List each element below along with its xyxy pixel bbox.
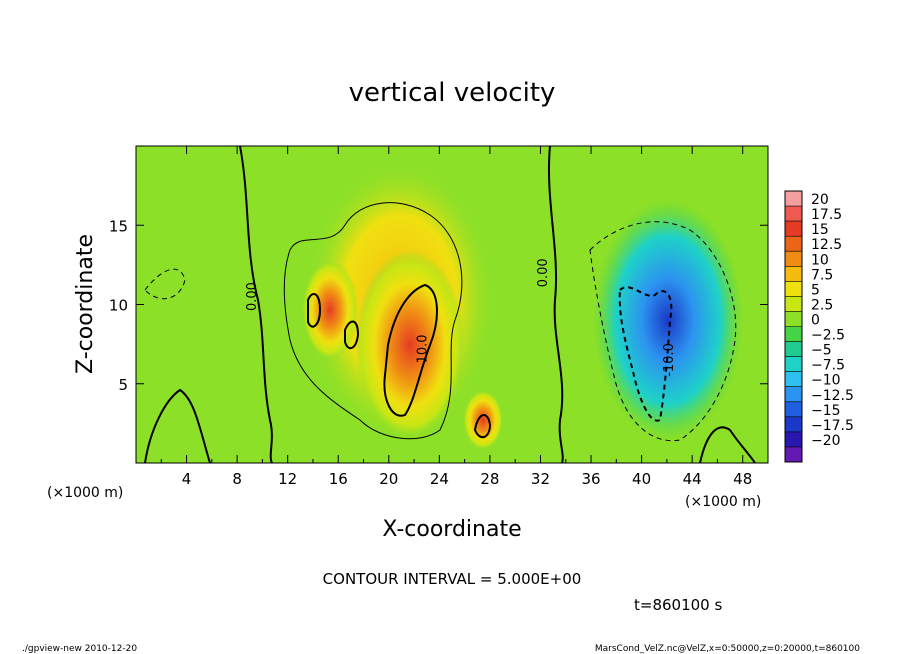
colorbar-level-label: 15 [811,222,829,238]
contour-labels: 0.00 0.00 10.0 -10.0 [245,258,677,376]
x-axis-ticks: 4 8 12 16 20 24 28 32 36 40 44 48 [160,146,752,488]
colorbar-level-label: −12.5 [811,388,854,404]
colorbar-swatch [785,281,802,297]
colorbar-labels: 2017.51512.5107.552.50−2.5−5−7.5−10−12.5… [811,192,854,449]
colorbar-swatch [785,191,802,207]
colorbar-swatch [785,236,802,252]
contour-label: 0.00 [245,282,260,311]
minus-ten-contour [618,286,673,422]
colorbar-level-label: −10 [811,373,841,389]
contour-lines [144,146,756,463]
contour-label: -10.0 [662,343,677,377]
ten-contour-low [473,414,492,439]
five-contour [283,202,463,440]
x-unit-label-left: (×1000 m) [47,485,123,501]
colorbar-swatch [785,266,802,282]
colorbar-level-label: −5 [811,343,832,359]
ten-contour-mid [344,320,360,350]
updraft-core [355,250,465,440]
colorbar-level-label: −2.5 [811,328,845,344]
colorbar-swatch [785,401,802,418]
footer-right: MarsCond_VelZ.nc@VelZ,x=0:50000,z=0:2000… [595,644,860,654]
x-tick-label: 32 [531,470,550,488]
colorbar-swatch [785,311,802,327]
colorbar-swatch [785,356,802,373]
x-tick-label: 16 [329,470,348,488]
colorbar-swatch [785,416,802,433]
colorbar-swatch [785,326,802,343]
y-tick-label: 15 [109,217,128,235]
colorbar-swatch [785,446,802,463]
time-text: t=860100 s [634,596,722,614]
updraft-cell-left [302,260,358,360]
colorbar-level-label: 7.5 [811,267,833,283]
y-tick-label: 5 [118,376,128,394]
x-unit-label-right: (×1000 m) [685,494,761,510]
colorbar-level-label: −15 [811,403,841,419]
colorbar-swatch [785,221,802,237]
ten-contour-main [383,283,438,417]
minus-five-contour-left [144,268,186,300]
colorbar-swatch [785,296,802,312]
colorbar-swatch [785,341,802,358]
colorbar-level-label: −17.5 [811,418,854,434]
colorbar-swatch [785,371,802,388]
x-tick-label: 48 [733,470,752,488]
ten-contour-left [307,293,322,328]
x-tick-label: 20 [379,470,398,488]
colorbar-level-label: 2.5 [811,297,833,313]
colorbar-swatch [785,206,802,222]
chart-title: vertical velocity [349,78,556,108]
colorbar-level-label: 10 [811,252,829,268]
y-axis-label: Z-coordinate [73,234,98,374]
updraft-cell-low [463,390,503,450]
x-tick-label: 24 [430,470,449,488]
colorbar-level-label: 5 [811,282,820,298]
colorbar-level-label: 17.5 [811,207,842,223]
y-axis-ticks: 5 10 15 [109,217,768,394]
colorbar-level-label: −20 [811,433,841,449]
minus-five-contour [589,221,737,442]
contour-interval-text: CONTOUR INTERVAL = 5.000E+00 [323,570,582,588]
zero-contour-bottom-left [144,388,211,463]
colorbar [784,190,803,463]
x-tick-label: 40 [632,470,651,488]
colorbar-swatch [785,251,802,267]
colorbar-level-label: 20 [811,192,829,208]
colorbar-level-label: 12.5 [811,237,842,253]
x-tick-label: 28 [480,470,499,488]
y-tick-label: 10 [109,297,128,315]
x-tick-label: 44 [683,470,702,488]
plot-field [136,146,768,463]
zero-contour-right [547,146,564,463]
x-axis-label: X-coordinate [382,517,521,542]
colorbar-swatch [785,386,802,403]
x-tick-label: 4 [182,470,192,488]
x-tick-label: 8 [232,470,242,488]
downdraft-core [593,200,743,440]
colorbar-swatch [785,431,802,448]
colorbar-level-label: 0 [811,313,820,329]
footer-left: ./gpview-new 2010-12-20 [22,644,137,654]
zero-contour-bottom-right [699,426,756,463]
contour-label: 0.00 [536,258,551,287]
colorbar-level-label: −7.5 [811,358,845,374]
zero-contour-left [239,146,273,463]
x-tick-label: 12 [278,470,297,488]
contour-label: 10.0 [416,334,431,363]
x-tick-label: 36 [581,470,600,488]
